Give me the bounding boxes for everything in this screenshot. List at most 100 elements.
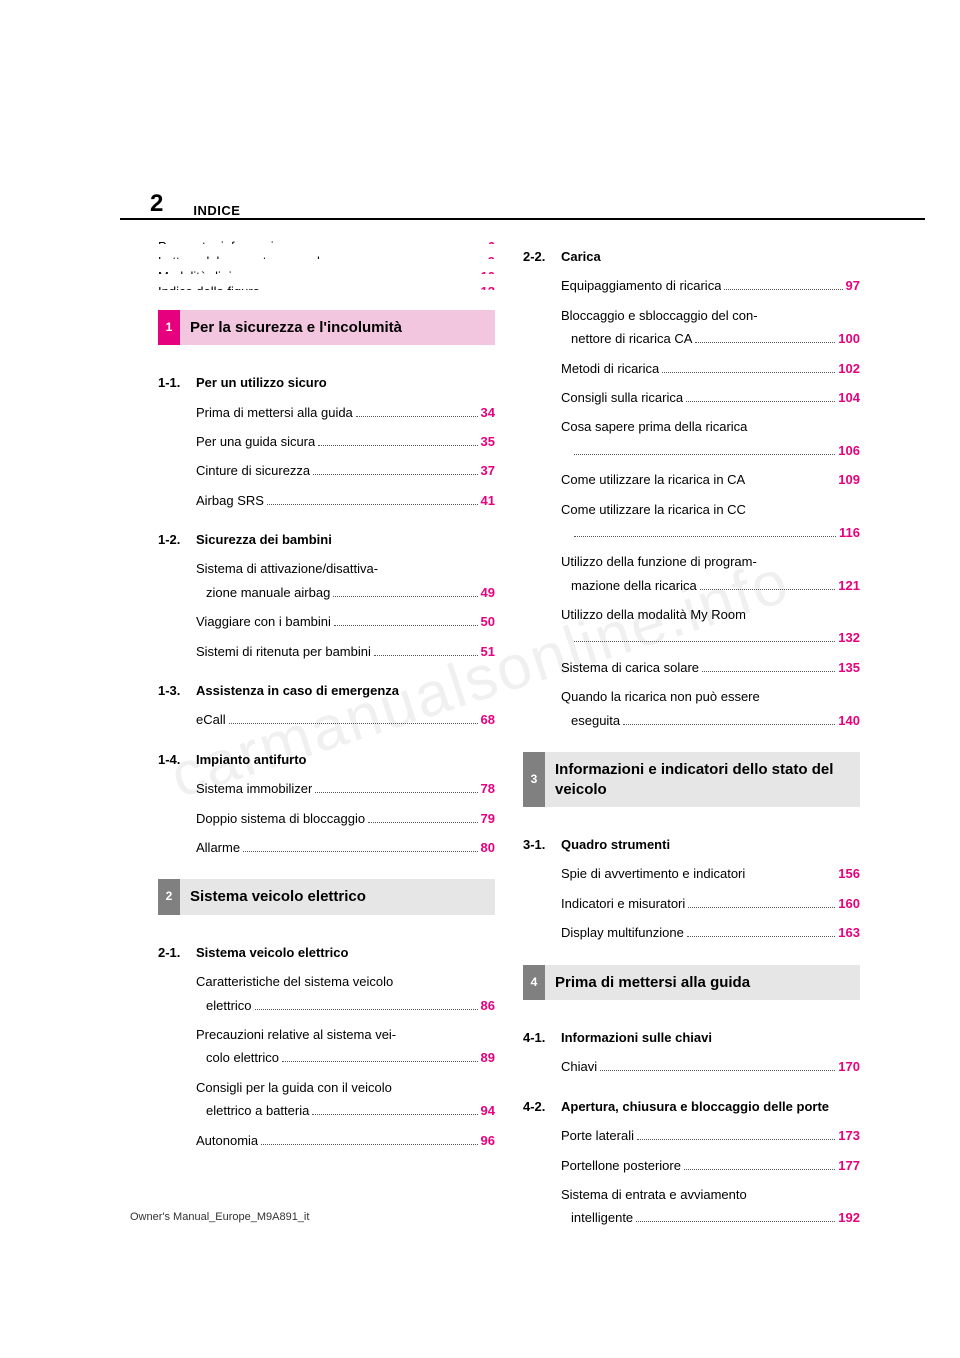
toc-entry: Quando la ricarica non può essereeseguit… xyxy=(561,685,860,732)
toc-page-number: 96 xyxy=(481,1129,495,1152)
toc-entry-label: Quando la ricarica non può essere xyxy=(561,685,860,708)
toc-page-number: 132 xyxy=(838,626,860,649)
toc-page-number: 50 xyxy=(481,610,495,633)
leader-dots xyxy=(318,445,477,446)
toc-entry: Portellone posteriore177 xyxy=(561,1154,860,1177)
toc-entry: Porte laterali173 xyxy=(561,1124,860,1147)
header-divider xyxy=(120,218,925,220)
section-number: 4-2. xyxy=(523,1095,561,1118)
section-header: 1-4.Impianto antifurto xyxy=(158,748,495,771)
toc-entry-continuation: elettrico 86 xyxy=(196,994,495,1017)
toc-page-number: 68 xyxy=(481,708,495,731)
leader-dots xyxy=(637,1139,835,1140)
leader-dots xyxy=(688,907,835,908)
toc-entry: Allarme 80 xyxy=(196,836,495,859)
leader-dots xyxy=(229,723,478,724)
toc-entry: Metodi di ricarica102 xyxy=(561,357,860,380)
chapter-header: 4Prima di mettersi alla guida xyxy=(523,965,860,1001)
toc-entry: Prima di mettersi alla guida34 xyxy=(196,401,495,424)
toc-intro-entry: Modalità di ricerca 10 xyxy=(158,265,495,274)
leader-dots xyxy=(686,401,835,402)
toc-entry: eCall68 xyxy=(196,708,495,731)
section-entries: Chiavi170 xyxy=(561,1055,860,1084)
toc-entry: Utilizzo della modalità My Room132 xyxy=(561,603,860,650)
toc-entry-label: Airbag SRS xyxy=(196,489,264,512)
toc-page-number: 86 xyxy=(481,994,495,1017)
section-number: 2-1. xyxy=(158,941,196,964)
section-entries: Prima di mettersi alla guida34 Per una gu… xyxy=(196,401,495,519)
toc-entry-label: Allarme xyxy=(196,836,240,859)
chapter-title: Sistema veicolo elettrico xyxy=(180,879,495,915)
leader-dots xyxy=(312,1114,477,1115)
toc-entry: Consigli per la guida con il veicoloelet… xyxy=(196,1076,495,1123)
chapter-title: Prima di mettersi alla guida xyxy=(545,965,860,1001)
toc-page-number: 80 xyxy=(481,836,495,859)
toc-entry: Cinture di sicurezza37 xyxy=(196,459,495,482)
section-header: 2-2.Carica xyxy=(523,245,860,268)
toc-entry-label: Autonomia xyxy=(196,1129,258,1152)
toc-page-number: 51 xyxy=(481,640,495,663)
section-header: 1-1.Per un utilizzo sicuro xyxy=(158,371,495,394)
toc-entry-label: Sistema di carica solare xyxy=(561,656,699,679)
toc-entry-label-cont: zione manuale airbag xyxy=(206,581,330,604)
toc-page-number: 163 xyxy=(838,921,860,944)
chapter-header: 2Sistema veicolo elettrico xyxy=(158,879,495,915)
section-title: Impianto antifurto xyxy=(196,748,307,771)
section-title: Sicurezza dei bambini xyxy=(196,528,332,551)
toc-entry-label: Utilizzo della funzione di program- xyxy=(561,550,860,573)
toc-page-number: 12 xyxy=(481,280,495,289)
toc-page-number: 89 xyxy=(481,1046,495,1069)
chapter-number-box: 1 xyxy=(158,310,180,346)
toc-entry: Chiavi170 xyxy=(561,1055,860,1078)
toc-entry-label: Modalità di ricerca xyxy=(158,265,264,274)
chapter-number-box: 4 xyxy=(523,965,545,1001)
section-number: 1-2. xyxy=(158,528,196,551)
section-number: 2-2. xyxy=(523,245,561,268)
toc-entry-label: Equipaggiamento di ricarica xyxy=(561,274,721,297)
leader-dots xyxy=(702,671,835,672)
toc-page-number: 156 xyxy=(838,862,860,885)
leader-dots xyxy=(695,342,835,343)
section-entries: Sistema di attivazione/disattiva-zione m… xyxy=(196,557,495,669)
toc-entry-continuation: elettrico a batteria94 xyxy=(196,1099,495,1122)
toc-entry-label: Precauzioni relative al sistema vei- xyxy=(196,1023,495,1046)
toc-entry: Come utilizzare la ricarica in CA109 xyxy=(561,468,860,491)
toc-entry-label-cont: elettrico xyxy=(206,994,252,1017)
section-number: 4-1. xyxy=(523,1026,561,1049)
toc-entry-label: Indice delle figure xyxy=(158,280,260,289)
section-number: 1-4. xyxy=(158,748,196,771)
toc-entry-continuation: 106 xyxy=(561,439,860,462)
right-column: 2-2.Carica Equipaggiamento di ricarica 97 B… xyxy=(523,235,860,1158)
toc-columns: Per vostra informazione6Lettura del pres… xyxy=(158,235,860,1158)
section-entries: Sistema immobilizer78Doppio sistema di b… xyxy=(196,777,495,865)
toc-entry-label: Sistema immobilizer xyxy=(196,777,312,800)
toc-entry: Per una guida sicura35 xyxy=(196,430,495,453)
toc-entry: Sistema di entrata e avviamentointellige… xyxy=(561,1183,860,1230)
toc-entry-label-cont: mazione della ricarica xyxy=(571,574,697,597)
leader-dots xyxy=(243,851,477,852)
leader-dots xyxy=(574,454,835,455)
toc-entry-label: Sistemi di ritenuta per bambini xyxy=(196,640,371,663)
toc-entry-label: Doppio sistema di bloccaggio xyxy=(196,807,365,830)
toc-entry: Indicatori e misuratori160 xyxy=(561,892,860,915)
toc-page-number: 10 xyxy=(481,265,495,274)
toc-entry: Viaggiare con i bambini50 xyxy=(196,610,495,633)
toc-entry-label: Chiavi xyxy=(561,1055,597,1078)
toc-entry: Autonomia 96 xyxy=(196,1129,495,1152)
leader-dots xyxy=(267,504,478,505)
leader-dots xyxy=(261,1144,477,1145)
toc-entry-label-cont: intelligente xyxy=(571,1206,633,1229)
toc-entry-continuation: nettore di ricarica CA100 xyxy=(561,327,860,350)
toc-entry: Caratteristiche del sistema veicoloelett… xyxy=(196,970,495,1017)
section-number: 1-1. xyxy=(158,371,196,394)
toc-entry: Utilizzo della funzione di program-mazio… xyxy=(561,550,860,597)
leader-dots xyxy=(282,1061,478,1062)
toc-entry-label: Bloccaggio e sbloccaggio del con- xyxy=(561,304,860,327)
toc-page-number: 109 xyxy=(838,468,860,491)
toc-entry-label: Metodi di ricarica xyxy=(561,357,659,380)
toc-page-number: 97 xyxy=(846,274,860,297)
footer-text: Owner's Manual_Europe_M9A891_it xyxy=(130,1211,309,1223)
toc-entry-label: Spie di avvertimento e indicatori xyxy=(561,862,745,885)
leader-dots xyxy=(315,792,477,793)
toc-entry-continuation: intelligente192 xyxy=(561,1206,860,1229)
